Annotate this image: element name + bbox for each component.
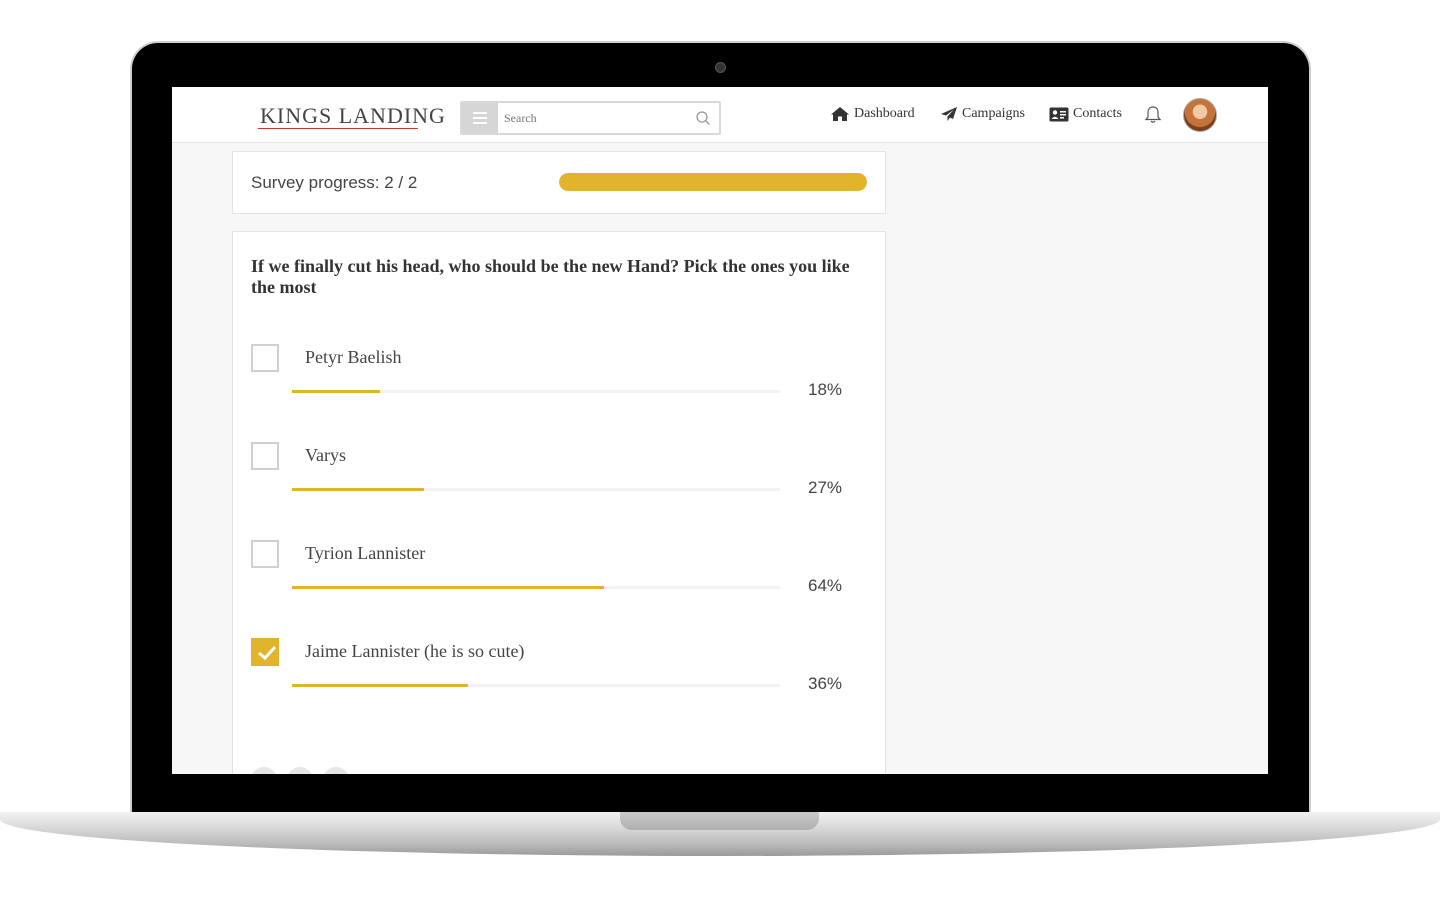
option-label[interactable]: Petyr Baelish [305,347,402,367]
option-result-bar [292,488,780,491]
search-input[interactable] [504,107,684,129]
nav-contacts-label: Contacts [1073,106,1122,121]
option-checkbox[interactable] [251,442,279,470]
nav-campaigns[interactable]: Campaigns [940,104,1025,124]
option-percent: 64% [808,576,843,595]
option-petyr-baelish: Petyr Baelish 18% [251,344,871,414]
option-result-bar [292,684,780,687]
option-label[interactable]: Jaime Lannister (he is so cute) [305,641,525,661]
page-dot[interactable] [323,767,349,774]
pagination-dots [251,767,349,774]
avatar[interactable] [1183,98,1217,132]
logo-text: KINGS LANDING [260,103,446,128]
page-dot[interactable] [287,767,313,774]
nav-dashboard[interactable]: Dashboard [830,104,915,124]
option-result-bar [292,390,780,393]
nav-contacts[interactable]: Contacts [1049,104,1122,124]
question-text: If we finally cut his head, who should b… [251,256,850,297]
option-checkbox[interactable] [251,344,279,372]
app-screen: KINGS LANDING Dashboard Campaigns [172,87,1268,774]
option-percent: 18% [808,380,843,399]
option-result-fill [292,586,605,589]
survey-progress-fill [559,173,867,191]
option-tyrion-lannister: Tyrion Lannister 64% [251,540,871,610]
bell-icon[interactable] [1144,105,1162,125]
option-result-fill [292,488,424,491]
survey-progress-label: Survey progress: 2 / 2 [251,173,418,192]
nav-campaigns-label: Campaigns [962,106,1025,121]
option-checkbox[interactable] [251,540,279,568]
option-result-fill [292,390,380,393]
option-result-fill [292,684,468,687]
paper-plane-icon [941,107,957,121]
logo-underline [258,128,418,129]
page-dot[interactable] [251,767,277,774]
home-icon [831,107,849,121]
nav-dashboard-label: Dashboard [854,106,915,121]
option-varys: Varys 27% [251,442,871,512]
address-card-icon [1049,107,1069,121]
option-label[interactable]: Tyrion Lannister [305,543,426,563]
checkmark-icon [258,645,277,661]
option-label[interactable]: Varys [305,445,346,465]
hamburger-menu-button[interactable] [462,103,498,133]
top-navbar: KINGS LANDING Dashboard Campaigns [172,87,1268,143]
option-checkbox[interactable] [251,638,279,666]
survey-progress-card: Survey progress: 2 / 2 [232,151,886,214]
laptop-notch [620,812,819,830]
option-result-bar [292,586,780,589]
search-box [460,101,721,135]
option-jaime-lannister: Jaime Lannister (he is so cute) 36% [251,638,871,708]
question-card: If we finally cut his head, who should b… [232,231,886,774]
option-percent: 27% [808,478,843,497]
option-percent: 36% [808,674,843,693]
survey-progress-bar [559,173,867,191]
camera-dot [715,62,726,73]
search-icon[interactable] [695,110,711,126]
